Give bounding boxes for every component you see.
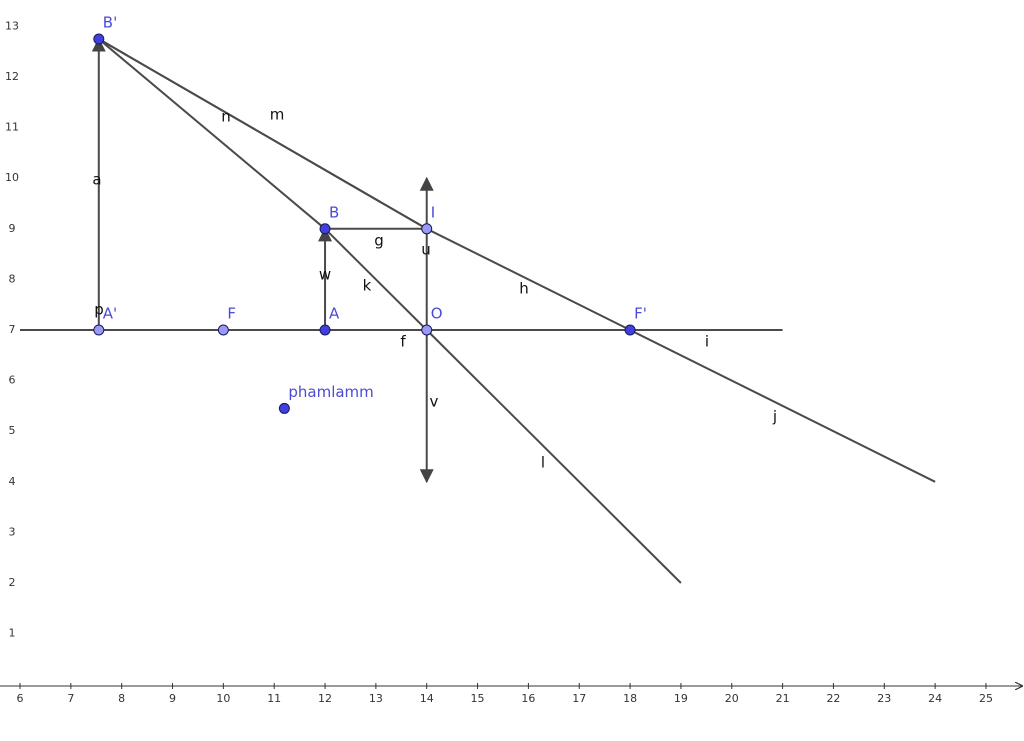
x-tick-label: 9: [169, 692, 176, 705]
y-tick-label: 2: [9, 576, 16, 589]
segment: [629, 329, 936, 483]
segment-label: n: [221, 108, 231, 126]
y-tick-label: 13: [5, 19, 19, 32]
segment: [98, 38, 326, 230]
x-tick-label: 23: [877, 692, 891, 705]
x-tick-label: 6: [17, 692, 24, 705]
y-tick-label: 6: [9, 374, 16, 387]
x-tick-label: 12: [318, 692, 332, 705]
segment-label: k: [363, 277, 372, 295]
x-tick-label: 25: [979, 692, 993, 705]
y-tick-label: 5: [9, 424, 16, 437]
point-label: B: [329, 203, 339, 221]
segment: [426, 227, 631, 331]
point-label: phamlamm: [288, 383, 373, 401]
segment-label: g: [374, 232, 384, 250]
x-tick-label: 10: [216, 692, 230, 705]
segment-label: w: [319, 266, 331, 284]
y-tick-label: 4: [9, 475, 16, 488]
segment-label: i: [705, 333, 709, 351]
x-tick-label: 13: [369, 692, 383, 705]
y-tick-label: 12: [5, 70, 19, 83]
label: p: [94, 301, 104, 319]
segment: [426, 329, 682, 584]
x-tick-label: 8: [118, 692, 125, 705]
point-label: O: [431, 305, 443, 323]
x-tick-label: 11: [267, 692, 281, 705]
point: [421, 223, 433, 235]
y-tick-label: 10: [5, 171, 19, 184]
x-tick-label: 20: [725, 692, 739, 705]
y-tick-label: 1: [9, 627, 16, 640]
x-tick-label: 21: [776, 692, 790, 705]
segment-label: a: [92, 171, 101, 189]
point-label: A: [329, 305, 340, 323]
point-label: F: [227, 305, 236, 323]
x-tick-label: 19: [674, 692, 688, 705]
x-tick-label: 16: [521, 692, 535, 705]
point: [93, 324, 105, 336]
segment-label: v: [430, 393, 439, 411]
segment-label: u: [421, 241, 431, 259]
segment-label: f: [400, 333, 406, 351]
y-tick-label: 8: [9, 272, 16, 285]
y-tick-label: 9: [9, 222, 16, 235]
point: [278, 402, 290, 414]
x-tick-label: 22: [826, 692, 840, 705]
point-label: F': [634, 305, 647, 323]
point: [624, 324, 636, 336]
point: [217, 324, 229, 336]
point: [93, 33, 105, 45]
segment: [324, 228, 428, 331]
segment-label: m: [270, 106, 285, 124]
y-tick-label: 7: [9, 323, 16, 336]
point-label: A': [103, 305, 117, 323]
y-tick-label: 11: [5, 121, 19, 134]
segment-label: j: [772, 408, 777, 426]
y-tick-label: 3: [9, 525, 16, 538]
x-tick-label: 15: [471, 692, 485, 705]
point-label: B': [103, 14, 117, 32]
point: [319, 223, 331, 235]
x-tick-label: 7: [67, 692, 74, 705]
segment-label: h: [519, 280, 529, 298]
segment: [98, 38, 428, 230]
segment-label: l: [541, 454, 545, 472]
x-tick-label: 24: [928, 692, 942, 705]
x-tick-label: 17: [572, 692, 586, 705]
x-tick-label: 14: [420, 692, 434, 705]
point: [319, 324, 331, 336]
point: [421, 324, 433, 336]
x-tick-label: 18: [623, 692, 637, 705]
point-label: I: [431, 203, 435, 221]
